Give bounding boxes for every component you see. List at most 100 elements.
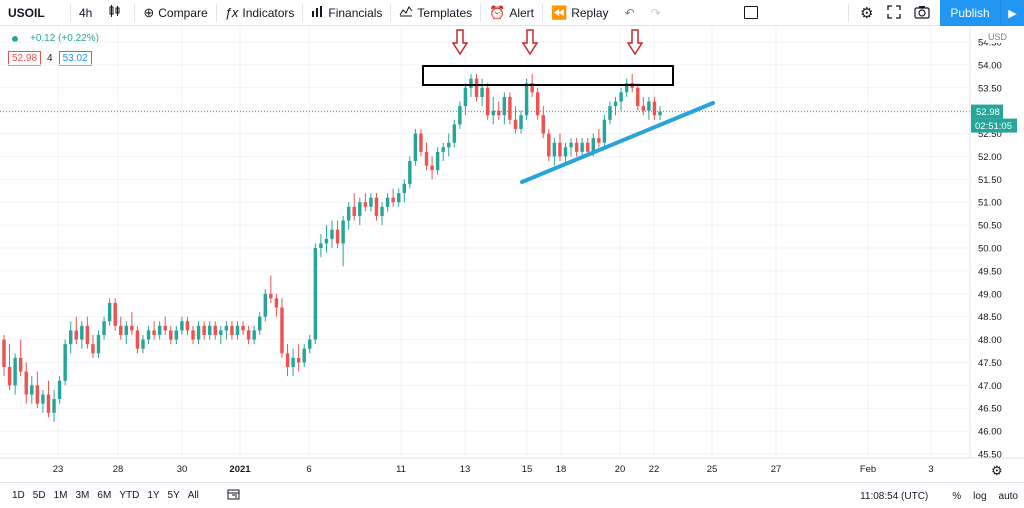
undo-button[interactable]: ↶	[617, 0, 643, 26]
bar-chart-icon	[311, 5, 324, 20]
alert-button[interactable]: ⏰ Alert	[481, 0, 542, 26]
range-1d-button[interactable]: 1D	[12, 490, 25, 501]
time-tick-label: 18	[556, 464, 567, 475]
time-tick-label: 28	[113, 464, 124, 475]
down-arrow-annotation	[626, 29, 644, 56]
price-chart[interactable]: 54.5054.0053.5053.0052.5052.0051.5051.00…	[0, 26, 1024, 482]
range-3m-button[interactable]: 3M	[75, 490, 90, 501]
redo-icon: ↷	[650, 5, 661, 20]
candle-body	[419, 133, 423, 152]
candle-body	[574, 142, 579, 152]
fullscreen-icon[interactable]	[887, 5, 901, 22]
candle-body	[547, 133, 551, 157]
time-axis[interactable]: 23 28 30 2021 6 11 13 15 18 20 22 25 27 Feb 3 ⚙	[0, 457, 1024, 478]
candle-body	[396, 193, 401, 203]
percent-toggle[interactable]: %	[952, 490, 962, 502]
range-5y-button[interactable]: 5Y	[167, 490, 180, 501]
price-tick-label: 52.50	[978, 129, 1002, 140]
camera-icon[interactable]	[914, 5, 930, 22]
candle-body	[207, 325, 212, 335]
symbol-search[interactable]: USOIL	[8, 5, 45, 20]
candle-body	[524, 83, 529, 116]
candle-body	[41, 394, 45, 404]
bid-ask-legend: 52.98 4 53.02	[8, 51, 92, 66]
candle-body	[35, 385, 40, 404]
redo-button[interactable]: ↷	[643, 0, 669, 26]
candle-body	[180, 321, 184, 331]
price-axis[interactable]: 54.5054.0053.5053.0052.5052.0051.5051.00…	[969, 26, 1017, 461]
time-tick-label: 11	[396, 464, 406, 475]
range-ytd-button[interactable]: YTD	[119, 490, 140, 501]
indicators-button[interactable]: ƒx Indicators	[217, 0, 303, 26]
candle-body	[258, 316, 262, 331]
log-toggle[interactable]: log	[973, 490, 987, 502]
candle-body	[246, 330, 251, 340]
replay-button[interactable]: ⏪ Replay	[543, 0, 617, 26]
range-6m-button[interactable]: 6M	[97, 490, 112, 501]
candle-body	[474, 78, 479, 97]
date-range-group: 1D 5D 1M 3M 6M YTD 1Y 5Y All	[0, 490, 203, 501]
time-tick-label: Feb	[860, 464, 876, 475]
range-1m-button[interactable]: 1M	[53, 490, 68, 501]
candle-body	[469, 78, 473, 88]
range-1y-button[interactable]: 1Y	[147, 490, 160, 501]
publish-button[interactable]: Publish	[940, 0, 1000, 26]
candle-body	[224, 325, 229, 331]
clock-time[interactable]: 11:08:54 (UTC)	[860, 490, 929, 502]
financials-button[interactable]: Financials	[303, 0, 390, 26]
axis-settings-gear-icon[interactable]: ⚙	[991, 463, 1003, 478]
spread-value: 4	[47, 53, 53, 64]
price-change: +0.12 (+0.22%)	[30, 33, 99, 44]
price-tick-label: 47.50	[978, 358, 1002, 369]
candle-body	[358, 202, 362, 216]
candle-body	[146, 330, 151, 340]
range-5d-button[interactable]: 5D	[32, 490, 46, 501]
divider	[302, 3, 304, 22]
range-all-button[interactable]: All	[187, 490, 199, 501]
time-tick-label: 3	[928, 464, 933, 475]
candle-body	[30, 385, 34, 395]
candle-body	[463, 87, 468, 107]
price-tick-label: 47.00	[978, 381, 1002, 392]
candle-body	[391, 197, 395, 203]
candle-body	[602, 119, 607, 143]
interval-button[interactable]: 4h	[79, 5, 93, 20]
bid-price[interactable]: 52.98	[8, 51, 42, 66]
candle-body	[296, 357, 301, 363]
chart-type-button[interactable]	[100, 0, 134, 26]
candle-body	[157, 325, 162, 335]
countdown-badge	[971, 118, 1017, 133]
candle-body	[380, 206, 384, 216]
candle-body	[430, 165, 434, 171]
candle-body	[619, 92, 623, 102]
publish-dropdown-icon[interactable]: ▶	[1000, 0, 1024, 26]
candle-body	[530, 83, 534, 93]
candle-body	[152, 330, 156, 335]
candle-body	[341, 220, 345, 244]
price-change-legend: +0.12 (+0.22%)	[12, 33, 99, 44]
time-tick-label: 2021	[229, 464, 251, 475]
candle-body	[441, 147, 445, 152]
rewind-icon: ⏪	[551, 4, 568, 20]
candle-body	[413, 133, 418, 162]
settings-gear-icon[interactable]: ⚙	[860, 5, 874, 22]
layout-button[interactable]	[744, 6, 758, 19]
candle-body	[2, 339, 6, 368]
candle-body	[502, 96, 507, 116]
candle-body	[335, 229, 340, 244]
candle-body	[491, 110, 495, 116]
goto-date-icon[interactable]	[227, 488, 240, 503]
time-tick-label: 23	[53, 464, 64, 475]
price-tick-label: 50.50	[978, 221, 1002, 232]
candle-body	[652, 101, 657, 116]
candle-body	[274, 298, 279, 308]
down-arrow-annotation	[451, 29, 469, 56]
time-tick-label: 25	[707, 464, 718, 475]
compare-button[interactable]: ⊕ Compare	[135, 0, 215, 26]
candle-body	[308, 339, 312, 349]
ask-price[interactable]: 53.02	[58, 51, 92, 66]
templates-button[interactable]: Templates	[391, 0, 480, 26]
auto-toggle[interactable]: auto	[998, 490, 1018, 502]
indicators-label: Indicators	[242, 5, 295, 20]
financials-label: Financials	[328, 5, 383, 20]
